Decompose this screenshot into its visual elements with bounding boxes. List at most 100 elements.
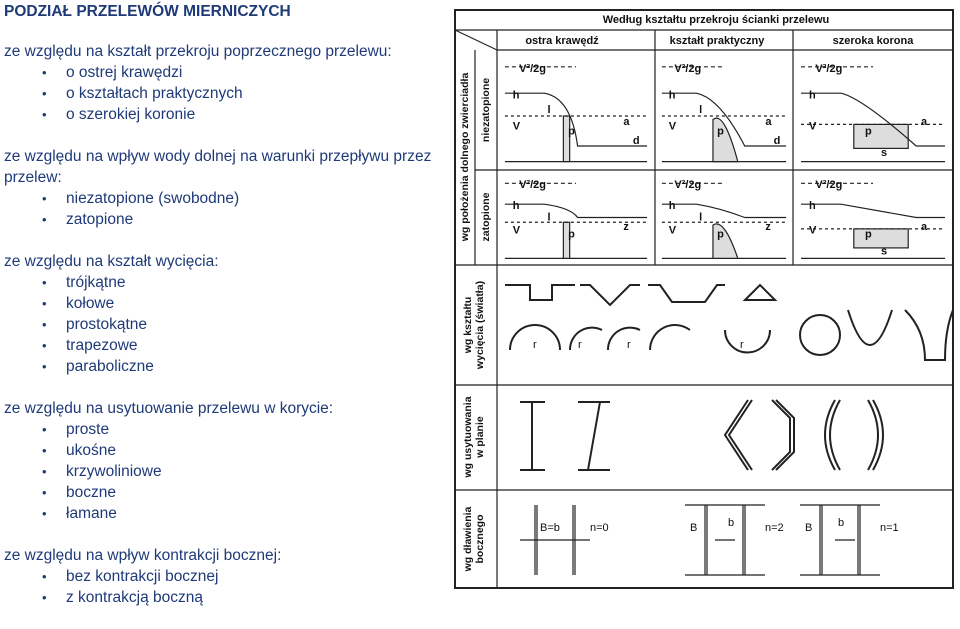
title: PODZIAŁ PRZELEWÓW MIERNICZYCH	[4, 3, 291, 20]
weir-label: p	[865, 229, 872, 241]
weir-label: V²/2g	[519, 63, 546, 75]
notch-label: r	[533, 339, 537, 351]
weir-label: V	[513, 121, 521, 133]
weir-label: l	[548, 211, 551, 223]
weir-label: V²/2g	[815, 63, 842, 75]
weir-label: V	[669, 121, 677, 133]
weir-label: h	[669, 90, 676, 102]
weir-label: h	[513, 90, 520, 102]
weir	[661, 66, 787, 163]
notch-label: r	[578, 339, 582, 351]
water-surface	[801, 92, 945, 147]
column-header: szeroka korona	[833, 35, 915, 47]
section-heading: ze względu na wpływ wody dolnej na warun…	[4, 148, 432, 186]
weir-label: l	[699, 211, 702, 223]
rule	[454, 29, 498, 51]
weir-label: s	[881, 147, 887, 159]
weir-label: V	[809, 225, 817, 237]
weir	[504, 182, 648, 259]
bullet-item: paraboliczne	[4, 356, 450, 377]
row-sublabel: zatopione	[480, 192, 492, 241]
water-surface	[661, 92, 787, 147]
weir-label: l	[548, 104, 551, 116]
bullet-item: bez kontrakcji bocznej	[4, 566, 450, 587]
weir-label: d	[774, 135, 781, 147]
weir-body	[562, 115, 571, 163]
notch-shapes	[505, 283, 954, 361]
weir	[801, 182, 945, 259]
row-label: w planie	[474, 416, 486, 459]
weir-label: z	[623, 221, 629, 233]
section-heading: ze względu na kształt przekroju poprzecz…	[4, 43, 392, 60]
row-label: bocznego	[474, 515, 486, 564]
section: ze względu na wpływ wody dolnej na warun…	[4, 146, 450, 230]
weir-label: h	[669, 200, 676, 212]
weir-label: l	[699, 104, 702, 116]
weir-label: p	[717, 229, 724, 241]
section-heading: ze względu na kształt wycięcia:	[4, 253, 219, 270]
water-surface	[801, 203, 945, 219]
bullet-item: z kontrakcją boczną	[4, 587, 450, 608]
weir-label: V	[809, 121, 817, 133]
contraction-label: b	[838, 517, 844, 529]
water-surface	[504, 203, 648, 219]
bullet-item: o ostrej krawędzi	[4, 62, 450, 83]
bullet-item: kołowe	[4, 293, 450, 314]
weir-label: V²/2g	[674, 179, 701, 191]
bullet-item: prostokątne	[4, 314, 450, 335]
bullet-item: łamane	[4, 503, 450, 524]
plan-shapes	[520, 399, 884, 471]
bullet-item: o szerokiej koronie	[4, 104, 450, 125]
weir-label: p	[717, 126, 724, 138]
bullet-item: zatopione	[4, 209, 450, 230]
bullet-item: trójkątne	[4, 272, 450, 293]
row-label: wg usytuowania	[462, 396, 474, 478]
row-sublabel: niezatopione	[480, 78, 492, 142]
bullet-item: proste	[4, 419, 450, 440]
section-heading: ze względu na wpływ kontrakcji bocznej:	[4, 547, 282, 564]
text-column: PODZIAŁ PRZELEWÓW MIERNICZYCH ze względu…	[4, 1, 450, 629]
bullet-item: trapezowe	[4, 335, 450, 356]
weir-label: a	[765, 116, 772, 128]
weir-label: h	[809, 90, 816, 102]
section: ze względu na wpływ kontrakcji bocznej: b…	[4, 545, 450, 608]
weir-label: V	[669, 225, 677, 237]
weir-body	[712, 117, 739, 163]
bullet-item: o kształtach praktycznych	[4, 83, 450, 104]
bullet-item: ukośne	[4, 440, 450, 461]
weir-label: a	[921, 116, 928, 128]
weir-label: a	[921, 221, 928, 233]
water-surface	[504, 92, 648, 147]
column-header: kształt praktyczny	[670, 35, 766, 47]
weir-label: s	[881, 246, 887, 258]
weir-label: V²/2g	[519, 179, 546, 191]
row-label: wycięcia (światła)	[474, 281, 486, 370]
page: PODZIAŁ PRZELEWÓW MIERNICZYCH ze względu…	[0, 0, 960, 604]
weir-body	[853, 123, 909, 150]
notch-label: r	[740, 339, 744, 351]
contraction-label: n=1	[880, 522, 899, 534]
contraction-label: B	[805, 522, 812, 534]
contraction-label: n=0	[590, 522, 609, 534]
row-label: wg kształtu	[462, 297, 474, 355]
notch-label: r	[627, 339, 631, 351]
bullet-item: niezatopione (swobodne)	[4, 188, 450, 209]
weir	[661, 182, 787, 259]
weir-label: V	[513, 225, 521, 237]
diagram-header: Według kształtu przekroju ścianki przele…	[603, 14, 830, 26]
section: ze względu na kształt wycięcia: trójkątne…	[4, 251, 450, 377]
weir-body	[712, 223, 739, 259]
contraction-label: B	[690, 522, 697, 534]
weir-label: p	[568, 229, 575, 241]
weir	[504, 66, 648, 163]
weir-label: h	[809, 200, 816, 212]
weir	[801, 66, 945, 163]
weir-label: p	[568, 126, 575, 138]
contraction-shapes	[520, 504, 880, 576]
contraction-label: B=b	[540, 522, 560, 534]
contraction-label: n=2	[765, 522, 784, 534]
frame	[454, 9, 954, 589]
weir-label: d	[633, 135, 640, 147]
section-heading: ze względu na usytuowanie przelewu w kor…	[4, 400, 334, 417]
weir-label: h	[513, 200, 520, 212]
